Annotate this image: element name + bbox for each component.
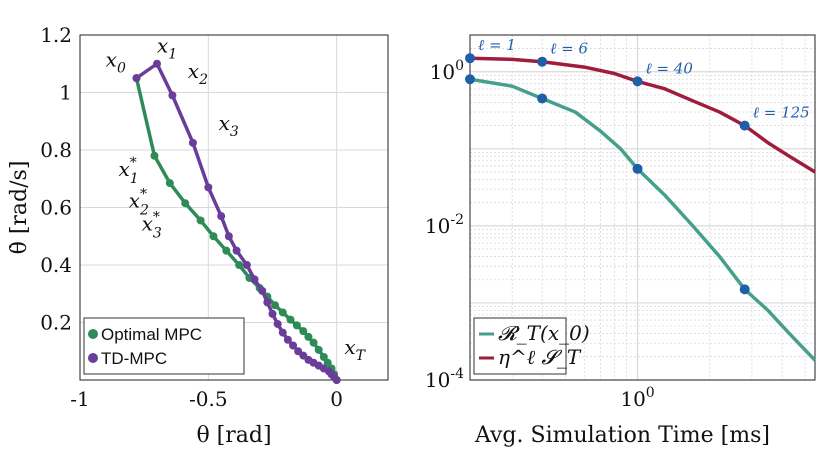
data-point-td_mpc (278, 328, 287, 337)
left-x-tick-label: 0 (330, 387, 343, 411)
data-point-optimal_mpc (286, 315, 295, 324)
state-annotation: xT (344, 335, 366, 364)
legend-label: η^ℓ 𝓢_T (498, 345, 582, 369)
data-point-optimal_mpc (209, 232, 218, 241)
right-y-tick-label: 100 (430, 58, 464, 84)
left-chart: -1 -0.5 0 0.2 0.4 0.6 0.8 1 1.2 x0 x1 x2 x3 x* 1x* 2x*… (7, 23, 389, 448)
data-point-td_mpc (168, 91, 177, 100)
left-axis-ticks: -1 -0.5 0 0.2 0.4 0.6 0.8 1 1.2 (40, 23, 343, 411)
right-x-tick-label: 100 (620, 385, 654, 411)
left-y-tick-label: 1.2 (40, 23, 72, 47)
data-point-td_mpc (242, 261, 251, 269)
data-point-optimal_mpc (271, 301, 280, 310)
right-y-tick-label: 10-4 (425, 366, 464, 392)
right-markers: ℓ = 1 ℓ = 6 ℓ = 40 ℓ = 125 (465, 36, 810, 295)
left-plot-frame (79, 34, 389, 381)
data-point-optimal_mpc (323, 358, 332, 367)
right-series (469, 56, 817, 362)
data-point-optimal_mpc (150, 151, 159, 160)
residual-marker (632, 163, 643, 174)
right-chart: 100 100 10-2 10-4 ℓ = 1 ℓ = 6 ℓ = 40 ℓ = 125 A… (425, 34, 817, 448)
bound-marker (632, 76, 643, 87)
data-point-optimal_mpc (309, 338, 318, 347)
state-annotation: x0 (106, 48, 126, 77)
left-series (132, 59, 341, 384)
data-point-optimal_mpc (235, 261, 244, 269)
left-legend-box (83, 317, 245, 375)
residual-marker (537, 93, 548, 104)
legend-label: 𝓡_T(x_0) (498, 321, 590, 345)
right-axis-ticks: 100 100 10-2 10-4 (425, 58, 655, 411)
bound-marker (465, 53, 475, 64)
series-line-residual (469, 77, 817, 362)
data-point-td_mpc (250, 275, 259, 284)
left-y-tick-label: 0.4 (40, 253, 72, 277)
data-point-optimal_mpc (278, 308, 287, 317)
left-y-tick-label: 0.6 (40, 196, 72, 220)
left-x-tick-label: -1 (70, 387, 89, 411)
data-point-td_mpc (188, 138, 197, 147)
data-point-td_mpc (268, 309, 277, 318)
left-annotations: x0 x1 x2 x3 x* 1x* 2x* 3 xT (106, 33, 367, 364)
left-x-axis-label: θ [rad] (196, 423, 271, 448)
data-point-td_mpc (132, 74, 141, 83)
bound-marker (537, 56, 548, 67)
right-y-tick-label: 10-2 (425, 212, 464, 238)
data-point-td_mpc (232, 246, 241, 255)
legend-marker (88, 353, 98, 363)
data-point-optimal_mpc (314, 345, 323, 354)
data-point-td_mpc (289, 341, 298, 350)
legend-label: Optimal MPC (101, 325, 202, 344)
data-point-td_mpc (258, 286, 267, 295)
data-point-td_mpc (273, 319, 282, 328)
data-point-td_mpc (204, 183, 213, 192)
residual-marker (465, 74, 475, 85)
data-point-optimal_mpc (222, 246, 231, 255)
residual-marker (739, 284, 750, 295)
iteration-label: ℓ = 1 (478, 36, 516, 54)
left-legend: Optimal MPC TD-MPC (83, 317, 245, 375)
data-point-optimal_mpc (304, 332, 313, 341)
legend-marker (88, 329, 98, 339)
state-annotation: x2 (188, 59, 208, 88)
right-legend: 𝓡_T(x_0)η^ℓ 𝓢_T (473, 317, 590, 375)
data-point-td_mpc (332, 376, 341, 384)
data-point-td_mpc (283, 335, 292, 344)
iteration-label: ℓ = 6 (550, 40, 588, 58)
data-point-optimal_mpc (196, 216, 205, 225)
data-point-td_mpc (153, 59, 161, 68)
left-y-tick-label: 1 (59, 81, 72, 105)
data-point-optimal_mpc (165, 179, 174, 188)
state-annotation: x1 (157, 33, 177, 62)
left-y-tick-label: 0.2 (40, 311, 72, 335)
state-annotation: x* 1 (119, 155, 139, 187)
state-annotation: x3 (219, 111, 239, 140)
iteration-label: ℓ = 40 (646, 59, 694, 77)
iteration-label: ℓ = 125 (753, 104, 810, 122)
bound-marker (739, 120, 750, 131)
left-y-axis-label: θ̇ [rad/s] (7, 161, 32, 255)
right-legend-box (473, 317, 567, 375)
legend-label: TD-MPC (101, 349, 167, 368)
data-point-optimal_mpc (292, 321, 301, 330)
data-point-td_mpc (263, 298, 272, 307)
data-point-td_mpc (217, 212, 226, 221)
right-x-axis-label: Avg. Simulation Time [ms] (474, 423, 770, 448)
state-annotation: x* 2 (129, 187, 149, 219)
state-annotation: x* 3 (142, 210, 162, 242)
left-x-tick-label: -0.5 (189, 387, 228, 411)
right-plot-frame (469, 34, 816, 381)
data-point-optimal_mpc (299, 327, 308, 336)
data-point-optimal_mpc (181, 199, 190, 208)
series-line-bound (469, 56, 816, 174)
data-point-optimal_mpc (319, 353, 328, 361)
left-y-tick-label: 0.8 (40, 138, 72, 162)
data-point-td_mpc (224, 232, 233, 241)
